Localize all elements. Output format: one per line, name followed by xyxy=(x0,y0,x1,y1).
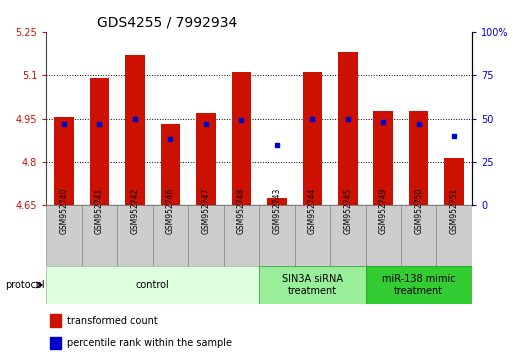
Bar xyxy=(365,266,472,304)
Bar xyxy=(259,205,294,266)
Bar xyxy=(46,266,259,304)
Text: GSM952744: GSM952744 xyxy=(308,188,317,234)
Bar xyxy=(161,124,180,205)
Bar xyxy=(303,72,322,205)
Text: SIN3A siRNA
treatment: SIN3A siRNA treatment xyxy=(282,274,343,296)
Bar xyxy=(224,205,259,266)
Bar xyxy=(373,112,393,205)
Bar xyxy=(54,117,74,205)
Bar xyxy=(267,198,287,205)
Bar xyxy=(365,205,401,266)
Text: GSM952745: GSM952745 xyxy=(343,188,352,234)
Bar xyxy=(444,158,464,205)
Bar xyxy=(409,112,428,205)
Bar xyxy=(196,113,215,205)
Text: GSM952740: GSM952740 xyxy=(60,188,68,234)
Text: GSM952748: GSM952748 xyxy=(237,188,246,234)
Text: GSM952742: GSM952742 xyxy=(130,188,140,234)
Bar xyxy=(330,205,365,266)
Bar xyxy=(188,205,224,266)
Bar xyxy=(437,205,472,266)
Bar xyxy=(46,205,82,266)
Text: GSM952747: GSM952747 xyxy=(201,188,210,234)
Text: miR-138 mimic
treatment: miR-138 mimic treatment xyxy=(382,274,456,296)
Bar xyxy=(125,55,145,205)
Bar xyxy=(231,72,251,205)
Text: GDS4255 / 7992934: GDS4255 / 7992934 xyxy=(97,15,238,29)
Bar xyxy=(152,205,188,266)
Bar xyxy=(259,266,365,304)
Bar xyxy=(90,78,109,205)
Text: GSM952749: GSM952749 xyxy=(379,188,388,234)
Text: protocol: protocol xyxy=(5,280,45,290)
Text: GSM952746: GSM952746 xyxy=(166,188,175,234)
Text: GSM952743: GSM952743 xyxy=(272,188,281,234)
Text: control: control xyxy=(136,280,169,290)
Bar xyxy=(401,205,437,266)
Bar xyxy=(82,205,117,266)
Bar xyxy=(50,314,61,327)
Text: GSM952741: GSM952741 xyxy=(95,188,104,234)
Bar xyxy=(338,52,358,205)
Bar xyxy=(117,205,152,266)
Text: GSM952751: GSM952751 xyxy=(450,188,459,234)
Text: GSM952750: GSM952750 xyxy=(414,188,423,234)
Bar xyxy=(294,205,330,266)
Bar xyxy=(50,337,61,349)
Text: percentile rank within the sample: percentile rank within the sample xyxy=(68,338,232,348)
Text: transformed count: transformed count xyxy=(68,316,158,326)
